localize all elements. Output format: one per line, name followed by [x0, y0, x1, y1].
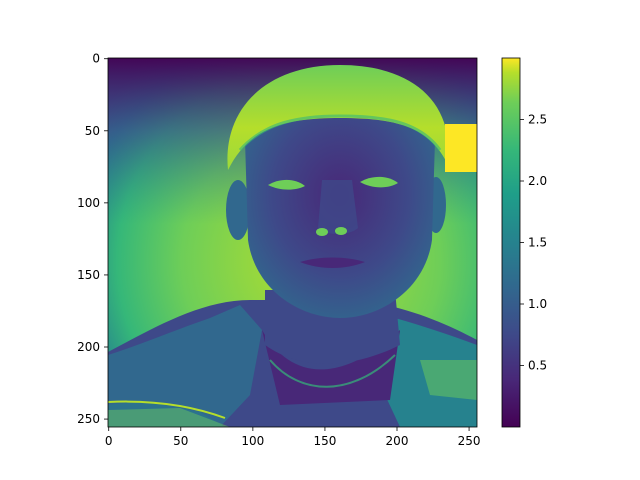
colorbar-tick-label: 1.5 [528, 236, 547, 250]
x-tick-label: 50 [173, 434, 188, 448]
y-tick-label: 250 [77, 412, 100, 426]
colorbar-tick-label: 2.5 [528, 113, 547, 127]
plot-frame [107, 57, 478, 428]
colorbar-tick-label: 0.5 [528, 359, 547, 373]
y-tick-label: 100 [77, 196, 100, 210]
y-tick-label: 0 [92, 52, 100, 66]
x-tick-label: 200 [386, 434, 409, 448]
y-tick-label: 200 [77, 340, 100, 354]
y-tick-label: 50 [85, 124, 100, 138]
colorbar-tick-label: 2.0 [528, 174, 547, 188]
x-tick-label: 100 [241, 434, 264, 448]
colorbar-gradient [501, 57, 521, 428]
x-tick-label: 150 [313, 434, 336, 448]
x-tick-label: 250 [458, 434, 481, 448]
colorbar-axis: 0.5 1.0 1.5 2.0 2.5 [520, 113, 547, 373]
x-axis: 0 50 100 150 200 250 [105, 427, 481, 448]
colorbar-tick-label: 1.0 [528, 297, 547, 311]
y-tick-label: 150 [77, 268, 100, 282]
colorbar [501, 57, 521, 428]
x-tick-label: 0 [105, 434, 113, 448]
heatmap-image [108, 58, 477, 427]
y-axis: 0 50 100 150 200 250 [77, 52, 108, 426]
